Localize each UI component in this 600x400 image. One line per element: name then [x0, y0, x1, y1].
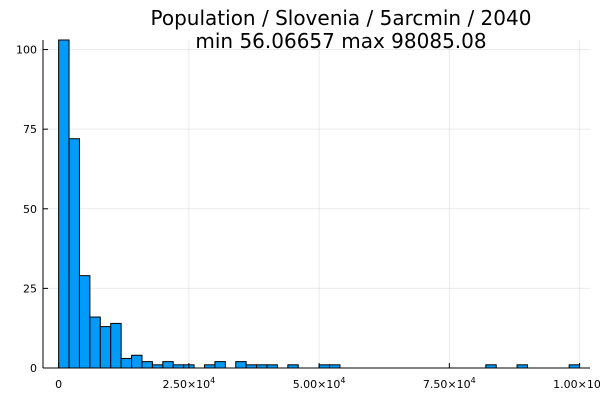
- y-tick-label: 50: [23, 203, 37, 216]
- histogram-bar: [214, 361, 226, 369]
- x-tick-label: 1.00×105: [553, 376, 600, 391]
- x-tick-label: 2.50×104: [162, 376, 215, 391]
- histogram-bar: [120, 357, 133, 369]
- x-tick-label: 5.00×104: [293, 376, 346, 391]
- y-tick-label: 100: [16, 44, 37, 57]
- histogram-bar: [58, 39, 70, 369]
- grid: [43, 40, 590, 369]
- chart-subtitle: min 56.06657 max 98085.08: [195, 29, 486, 53]
- histogram-bar: [162, 361, 174, 369]
- histogram-bar: [110, 322, 122, 369]
- y-tick-label: 75: [23, 123, 37, 136]
- histogram-bar: [89, 316, 101, 369]
- x-tick-label: 0: [55, 378, 62, 391]
- histogram-bar: [141, 361, 153, 369]
- histogram-bar: [68, 138, 80, 369]
- y-tick-label: 0: [30, 362, 37, 375]
- chart-title: Population / Slovenia / 5arcmin / 2040: [151, 6, 532, 30]
- x-tick-label: 7.50×104: [423, 376, 476, 391]
- histogram-bar: [78, 275, 91, 369]
- y-tick-label: 25: [23, 282, 37, 295]
- tick-labels: 0 25 50 75 100 0 2.50×104 5.00×104 7.50×104 1.00×…: [16, 44, 600, 391]
- histogram-bar: [131, 354, 143, 369]
- histogram-bar: [99, 326, 112, 369]
- histogram-bar: [235, 361, 247, 369]
- axes: [42, 40, 590, 369]
